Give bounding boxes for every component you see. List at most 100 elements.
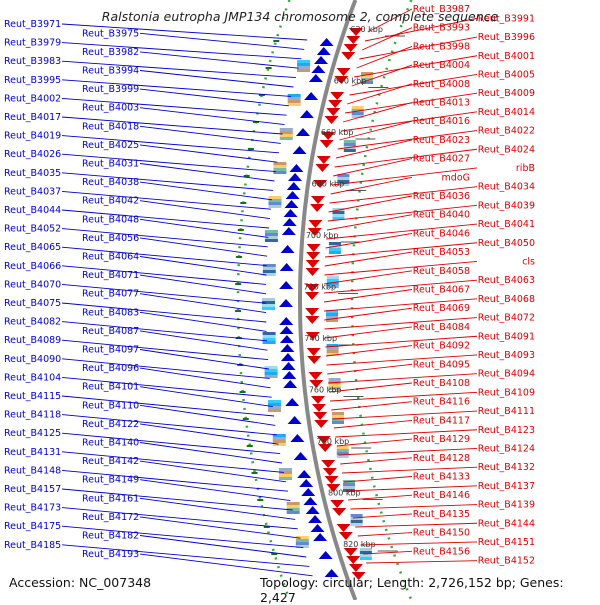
reverse-strand-gene (297, 470, 312, 478)
left-gene-label: Reut_B4142 (82, 456, 139, 467)
forward-strand-gene (314, 420, 329, 428)
forward-strand-gene (332, 508, 347, 516)
left-gene-label: Reut_B3995 (4, 75, 61, 86)
backbone-arc (297, 0, 358, 601)
left-gene-label: Reut_B4140 (82, 438, 139, 449)
forward-strand-gene (306, 348, 321, 356)
feature-block (278, 477, 292, 480)
reverse-strand-gene (310, 524, 325, 532)
right-gene-label: Reut_B4001 (478, 51, 535, 62)
feature-block (350, 523, 363, 526)
right-gene-label: Reut_B4135 (413, 509, 470, 520)
forward-strand-gene (336, 68, 351, 76)
right-gene-label: Reut_B4150 (413, 528, 470, 539)
right-gene-label: Reut_B4058 (413, 266, 470, 277)
forward-strand-gene (346, 36, 361, 44)
feature-block (342, 486, 355, 489)
reverse-strand-gene (319, 38, 334, 46)
right-gene-label: Reut_B3991 (478, 13, 535, 24)
right-gene-connector (329, 382, 413, 393)
forward-strand-gene (305, 308, 320, 316)
left-gene-connector (139, 144, 278, 163)
right-gene-connector (325, 345, 413, 357)
right-gene-connector (347, 83, 413, 105)
right-gene-connector (329, 186, 478, 204)
feature-block (264, 233, 278, 236)
left-gene-connector (61, 135, 280, 154)
reverse-strand-gene (301, 488, 316, 496)
right-gene-label: Reut_B4013 (413, 98, 470, 109)
feature-block (272, 434, 286, 437)
left-gene-connector (61, 432, 281, 455)
feature-block (337, 177, 350, 180)
marker-tick (273, 40, 280, 42)
left-gene-connector (139, 218, 269, 238)
left-gene-label: Reut_B4090 (4, 354, 61, 365)
left-gene-label: Reut_B4083 (82, 307, 139, 318)
left-gene-label: Reut_B4048 (82, 214, 139, 225)
left-gene-connector (61, 228, 268, 248)
feature-block (326, 316, 339, 319)
right-gene-label: mdoG (442, 172, 470, 183)
right-gene-label: Reut_B4016 (413, 116, 470, 127)
left-gene-connector (61, 469, 289, 492)
forward-strand-gene (305, 284, 320, 292)
reverse-strand-gene (305, 506, 320, 514)
right-gene-connector (337, 130, 478, 150)
forward-strand-gene (336, 524, 351, 532)
right-gene-connector (336, 438, 413, 447)
feature-block (337, 180, 350, 183)
reverse-strand-gene (308, 515, 323, 523)
right-gene-connector (331, 401, 413, 411)
kbp-tick-label: 780 kbp (317, 437, 350, 446)
forward-strand-gene (307, 228, 322, 236)
feature-block (278, 471, 292, 474)
right-gene-connector (361, 27, 413, 51)
feature-block (286, 508, 300, 511)
forward-strand-gene (351, 572, 366, 580)
feature-block (287, 100, 301, 103)
left-gene-connector (61, 153, 276, 173)
feature-block (351, 106, 364, 109)
left-gene-label: Reut_B4066 (4, 261, 61, 272)
feature-block (268, 199, 282, 202)
right-gene-label: cls (522, 256, 535, 267)
left-gene-label: Reut_B3999 (82, 84, 139, 95)
reverse-strand-gene (303, 497, 318, 505)
marker-tick (237, 229, 244, 231)
marker-tick (240, 202, 247, 204)
feature-block (326, 276, 339, 279)
summary-label: Topology: circular; Length: 2,726,152 bp… (260, 575, 564, 605)
feature-block (272, 440, 286, 443)
right-gene-connector (332, 410, 478, 420)
map-title: Ralstonia eutropha JMP134 chromosome 2, … (101, 9, 499, 24)
left-gene-connector (139, 88, 289, 107)
reverse-strand-gene (279, 281, 294, 289)
left-gene-connector (139, 256, 267, 276)
right-gene-connector (341, 111, 478, 132)
left-gene-label: Reut_B4161 (82, 493, 139, 504)
feature-block (264, 230, 278, 233)
feature-block (328, 378, 341, 381)
feature-block (272, 437, 286, 440)
right-gene-connector (349, 74, 478, 96)
left-gene-connector (61, 525, 304, 549)
feature-block (279, 137, 293, 140)
right-gene-connector (338, 448, 478, 456)
right-gene-label: Reut_B4068 (478, 294, 535, 305)
right-gene-label: Reut_B4095 (413, 359, 470, 370)
right-gene-label: Reut_B4041 (478, 219, 535, 230)
left-gene-connector (61, 172, 274, 191)
left-gene-connector (61, 302, 267, 323)
right-gene-label: Reut_B3998 (413, 41, 470, 52)
right-gene-label: Reut_B4152 (478, 556, 535, 567)
right-gene-connector (364, 17, 478, 42)
feature-block (328, 384, 341, 387)
right-gene-label: Reut_B4027 (413, 154, 470, 165)
right-gene-connector (342, 102, 413, 123)
feature-block (359, 554, 372, 557)
forward-strand-gene (330, 500, 345, 508)
left-gene-label: Reut_B4031 (82, 159, 139, 170)
feature-block (287, 103, 301, 106)
feature-block (336, 446, 349, 449)
